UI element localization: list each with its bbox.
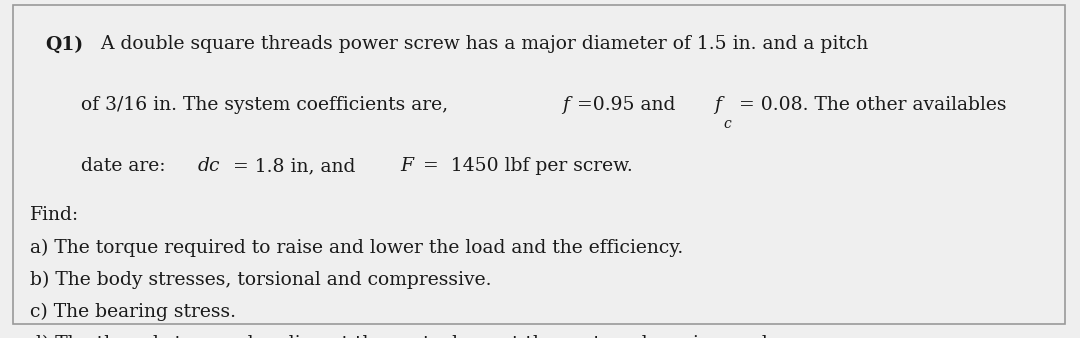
Text: F: F: [401, 157, 414, 175]
Text: a) The torque required to raise and lower the load and the efficiency.: a) The torque required to raise and lowe…: [30, 238, 684, 257]
Text: f: f: [563, 96, 569, 114]
Text: Find:: Find:: [30, 206, 79, 224]
Text: c) The bearing stress.: c) The bearing stress.: [30, 303, 237, 321]
Text: c: c: [723, 117, 731, 130]
Text: f: f: [714, 96, 721, 114]
Text: =  1450 lbf per screw.: = 1450 lbf per screw.: [417, 157, 633, 175]
Text: = 0.08. The other availables: = 0.08. The other availables: [733, 96, 1007, 114]
Text: dc: dc: [198, 157, 220, 175]
Text: b) The body stresses, torsional and compressive.: b) The body stresses, torsional and comp…: [30, 270, 491, 289]
Text: d) The thread stresses bending at the root, shear at the root, and maximum shear: d) The thread stresses bending at the ro…: [30, 335, 805, 338]
Text: Q1): Q1): [45, 35, 83, 53]
Text: A double square threads power screw has a major diameter of 1.5 in. and a pitch: A double square threads power screw has …: [95, 35, 868, 53]
Text: of 3/16 in. The system coefficients are,: of 3/16 in. The system coefficients are,: [81, 96, 454, 114]
Text: =0.95 and: =0.95 and: [571, 96, 681, 114]
Text: date are:: date are:: [81, 157, 172, 175]
Text: = 1.8 in, and: = 1.8 in, and: [227, 157, 361, 175]
